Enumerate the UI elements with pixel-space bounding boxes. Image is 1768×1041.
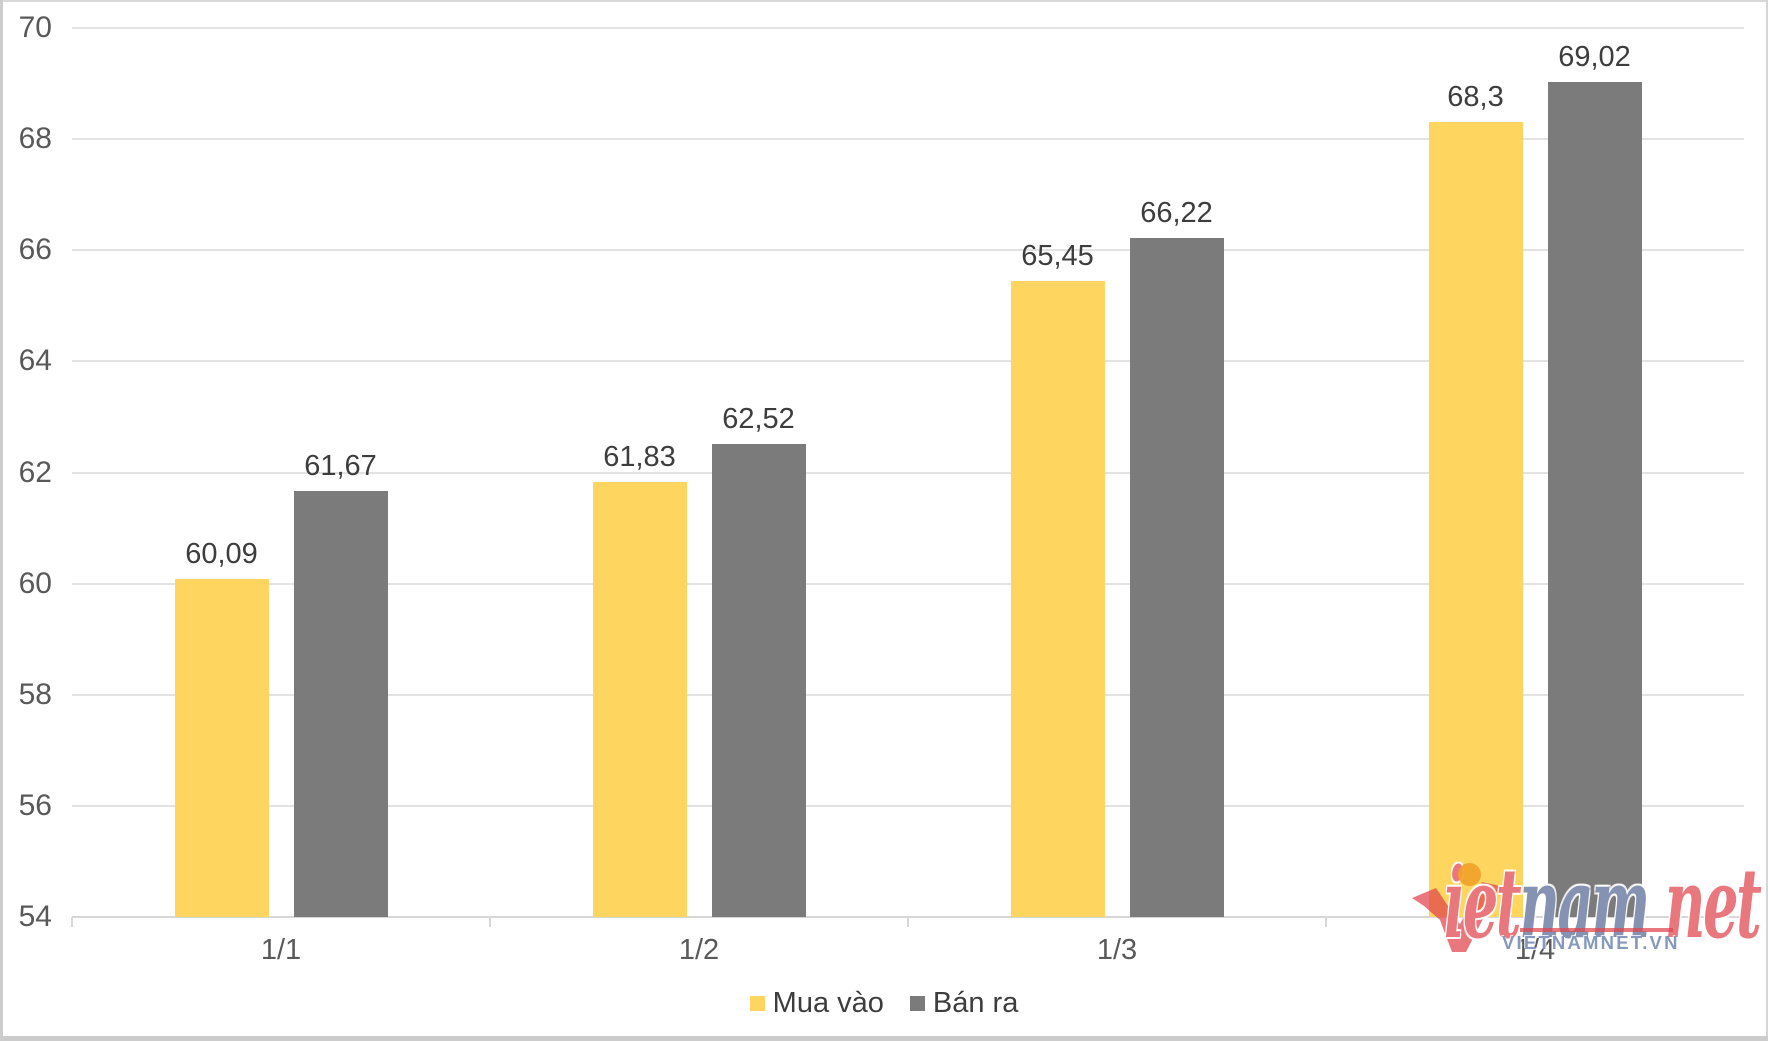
x-axis-category-label: 1/4 bbox=[1514, 934, 1556, 966]
y-axis-tick-label: 54 bbox=[18, 900, 52, 933]
frame-left-border bbox=[0, 0, 3, 1041]
bar-value-label: 62,52 bbox=[722, 402, 795, 435]
x-axis-tick bbox=[907, 917, 909, 927]
frame-top-border bbox=[0, 0, 1768, 2]
bar-value-label: 69,02 bbox=[1558, 41, 1631, 74]
frame-bottom-border bbox=[0, 1036, 1768, 1041]
gridline bbox=[72, 582, 1744, 585]
x-axis-category-label: 1/3 bbox=[1096, 934, 1138, 966]
bar-mua-vao bbox=[174, 578, 269, 917]
bar-ban-ra bbox=[711, 443, 806, 917]
x-axis-tick bbox=[1743, 917, 1745, 927]
bar-ban-ra bbox=[1547, 82, 1642, 917]
bar-ban-ra bbox=[293, 490, 388, 917]
bar-value-label: 61,67 bbox=[304, 449, 377, 482]
legend-swatch-ban-ra bbox=[909, 995, 925, 1011]
gridline bbox=[72, 804, 1744, 807]
y-axis-tick-label: 62 bbox=[18, 455, 52, 489]
legend-label: Mua vào bbox=[772, 986, 884, 1019]
x-axis-category-label: 1/2 bbox=[678, 934, 720, 966]
bar-mua-vao bbox=[1010, 280, 1105, 917]
x-axis-tick bbox=[489, 917, 491, 927]
legend-item-mua-vao: Mua vào bbox=[749, 986, 884, 1020]
bar-value-label: 61,83 bbox=[603, 440, 676, 473]
y-axis-tick-label: 66 bbox=[18, 233, 52, 267]
gridline bbox=[72, 138, 1744, 141]
legend-label: Bán ra bbox=[932, 986, 1019, 1019]
x-axis-category-label: 1/1 bbox=[260, 934, 302, 966]
x-axis-tick bbox=[71, 917, 73, 927]
bar-value-label: 65,45 bbox=[1021, 239, 1094, 272]
watermark-red-underline bbox=[1520, 928, 1673, 932]
bar-value-label: 60,09 bbox=[185, 537, 258, 570]
legend-item-ban-ra: Bán ra bbox=[909, 986, 1019, 1020]
y-axis-tick-label: 68 bbox=[18, 122, 52, 156]
chart-legend: Mua vào Bán ra bbox=[0, 987, 1768, 1019]
y-axis-tick-label: 60 bbox=[18, 566, 52, 600]
gridline bbox=[72, 249, 1744, 252]
frame-right-border bbox=[1766, 0, 1768, 1041]
legend-swatch-mua-vao bbox=[749, 995, 765, 1011]
y-axis-tick-label: 64 bbox=[18, 344, 52, 378]
bar-mua-vao bbox=[1428, 122, 1523, 917]
bar-value-label: 68,3 bbox=[1447, 81, 1504, 114]
gridline bbox=[72, 471, 1744, 474]
bar-value-label: 66,22 bbox=[1140, 197, 1213, 230]
x-axis-tick bbox=[1325, 917, 1327, 927]
y-axis-tick-label: 58 bbox=[18, 677, 52, 711]
bar-ban-ra bbox=[1129, 238, 1224, 917]
gridline bbox=[72, 693, 1744, 696]
gridline bbox=[72, 27, 1744, 29]
gridline bbox=[72, 360, 1744, 363]
y-axis-tick-label: 70 bbox=[18, 11, 52, 44]
y-axis-tick-label: 56 bbox=[18, 788, 52, 822]
bar-mua-vao bbox=[592, 481, 687, 917]
